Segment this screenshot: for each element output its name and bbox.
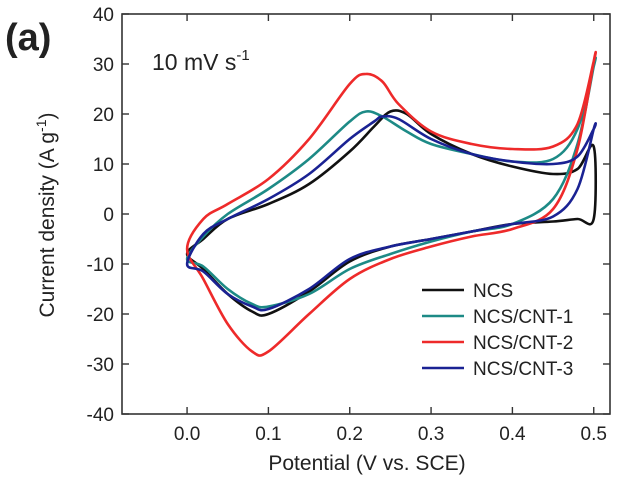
- scan-rate-sup: -1: [236, 47, 249, 64]
- panel-label: (a): [5, 17, 51, 59]
- x-tick-label: 0.4: [499, 424, 526, 445]
- legend-label-3: NCS/CNT-3: [473, 359, 573, 380]
- legend: NCS NCS/CNT-1 NCS/CNT-2 NCS/CNT-3: [422, 281, 573, 380]
- x-axis-title: Potential (V vs. SCE): [268, 452, 465, 475]
- y-tick-label: 20: [93, 105, 114, 126]
- y-axis-title-text: Current density (A g-1): [33, 112, 59, 317]
- x-tick-label: 0.0: [174, 424, 200, 445]
- series-line-2: [185, 50, 598, 357]
- x-tick-label: 0.5: [581, 424, 607, 445]
- x-tick-label: 0.2: [337, 424, 363, 445]
- y-tick-label: 0: [103, 205, 114, 226]
- scan-rate-main: 10 mV s: [152, 49, 236, 75]
- ticks-layer: 0.0 0.1 0.2 0.3 0.4 0.5 -40 -30 -20 -10 0 10 20 30 40: [87, 5, 610, 445]
- scan-rate-annotation: 10 mV s-1: [152, 47, 250, 75]
- series-line-3: [185, 114, 598, 312]
- x-tick-label: 0.3: [418, 424, 444, 445]
- legend-label-2: NCS/CNT-2: [473, 333, 573, 354]
- series-layer: [185, 50, 598, 357]
- y-tick-label: 10: [93, 155, 114, 176]
- legend-label-1: NCS/CNT-1: [473, 307, 573, 328]
- y-axis-title-close: ): [36, 112, 59, 119]
- y-tick-label: -10: [87, 255, 114, 276]
- y-axis-title-main: Current density (A g: [36, 132, 59, 318]
- y-axis-title: Current density (A g-1): [33, 112, 59, 317]
- y-tick-label: 30: [93, 55, 114, 76]
- legend-label-0: NCS: [473, 281, 513, 302]
- plot-frame: [121, 13, 611, 415]
- y-tick-label: -30: [87, 355, 114, 376]
- y-axis-title-sup: -1: [33, 119, 49, 132]
- x-tick-label: 0.1: [255, 424, 281, 445]
- y-tick-label: 40: [93, 5, 114, 26]
- y-tick-label: -40: [87, 405, 114, 426]
- y-tick-label: -20: [87, 305, 114, 326]
